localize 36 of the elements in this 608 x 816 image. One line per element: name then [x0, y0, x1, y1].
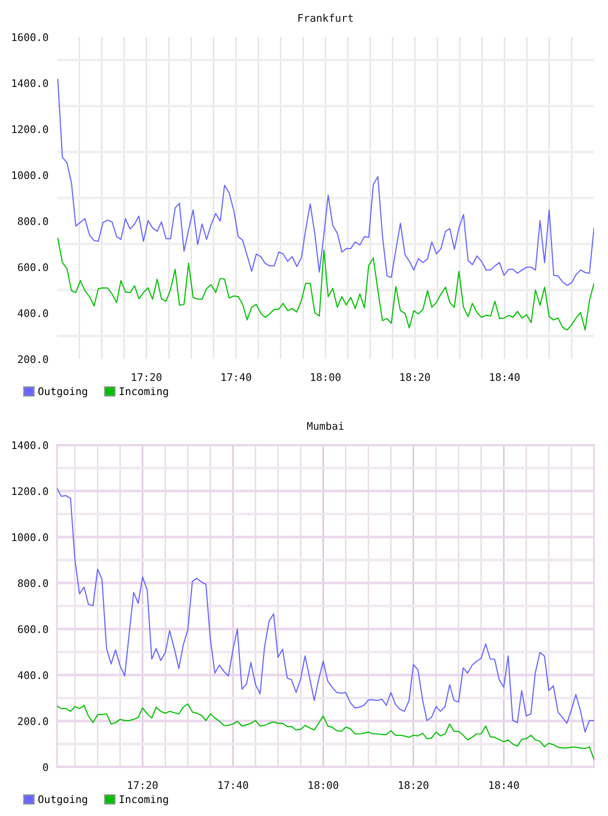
- x-tick-label: 17:40: [218, 781, 248, 790]
- x-tick-label: 18:20: [400, 373, 430, 382]
- y-tick-label: 1400.0: [12, 79, 48, 88]
- x-tick-label: 18:40: [490, 373, 520, 382]
- y-tick-label: 1200.0: [12, 487, 48, 496]
- line-series: [57, 703, 594, 760]
- y-tick-label: 800.0: [18, 217, 48, 226]
- legend-label: Incoming: [120, 795, 168, 806]
- y-tick-label: 1400.0: [12, 441, 48, 450]
- y-tick-label: 0: [43, 763, 48, 772]
- y-tick-label: 400.0: [18, 671, 48, 680]
- y-tick-label: 800.0: [18, 579, 48, 588]
- x-tick-label: 17:40: [222, 373, 252, 382]
- y-tick-label: 1000.0: [12, 171, 48, 180]
- y-tick-label: 600.0: [18, 263, 48, 272]
- x-tick-label: 18:00: [311, 373, 341, 382]
- y-tick-label: 400.0: [18, 309, 48, 318]
- legend-label: Incoming: [120, 387, 168, 398]
- y-tick-label: 1000.0: [12, 533, 48, 542]
- chart-title: Mumbai: [307, 422, 344, 430]
- x-tick-label: 17:20: [132, 373, 162, 382]
- legend-label: Outgoing: [38, 795, 87, 806]
- legend-label: Outgoing: [38, 387, 87, 398]
- x-tick-label: 18:00: [308, 781, 338, 790]
- y-tick-label: 600.0: [18, 625, 48, 634]
- line-series: [57, 78, 594, 286]
- y-tick-label: 1600.0: [12, 33, 48, 42]
- y-tick-label: 200.0: [18, 355, 48, 364]
- line-series: [57, 488, 594, 733]
- y-tick-label: 1200.0: [12, 125, 48, 134]
- chart-title: Frankfurt: [298, 14, 353, 22]
- y-tick-label: 200.0: [18, 717, 48, 726]
- line-series: [57, 238, 594, 331]
- x-tick-label: 18:40: [489, 781, 519, 790]
- x-tick-label: 17:20: [128, 781, 158, 790]
- x-tick-label: 18:20: [398, 781, 428, 790]
